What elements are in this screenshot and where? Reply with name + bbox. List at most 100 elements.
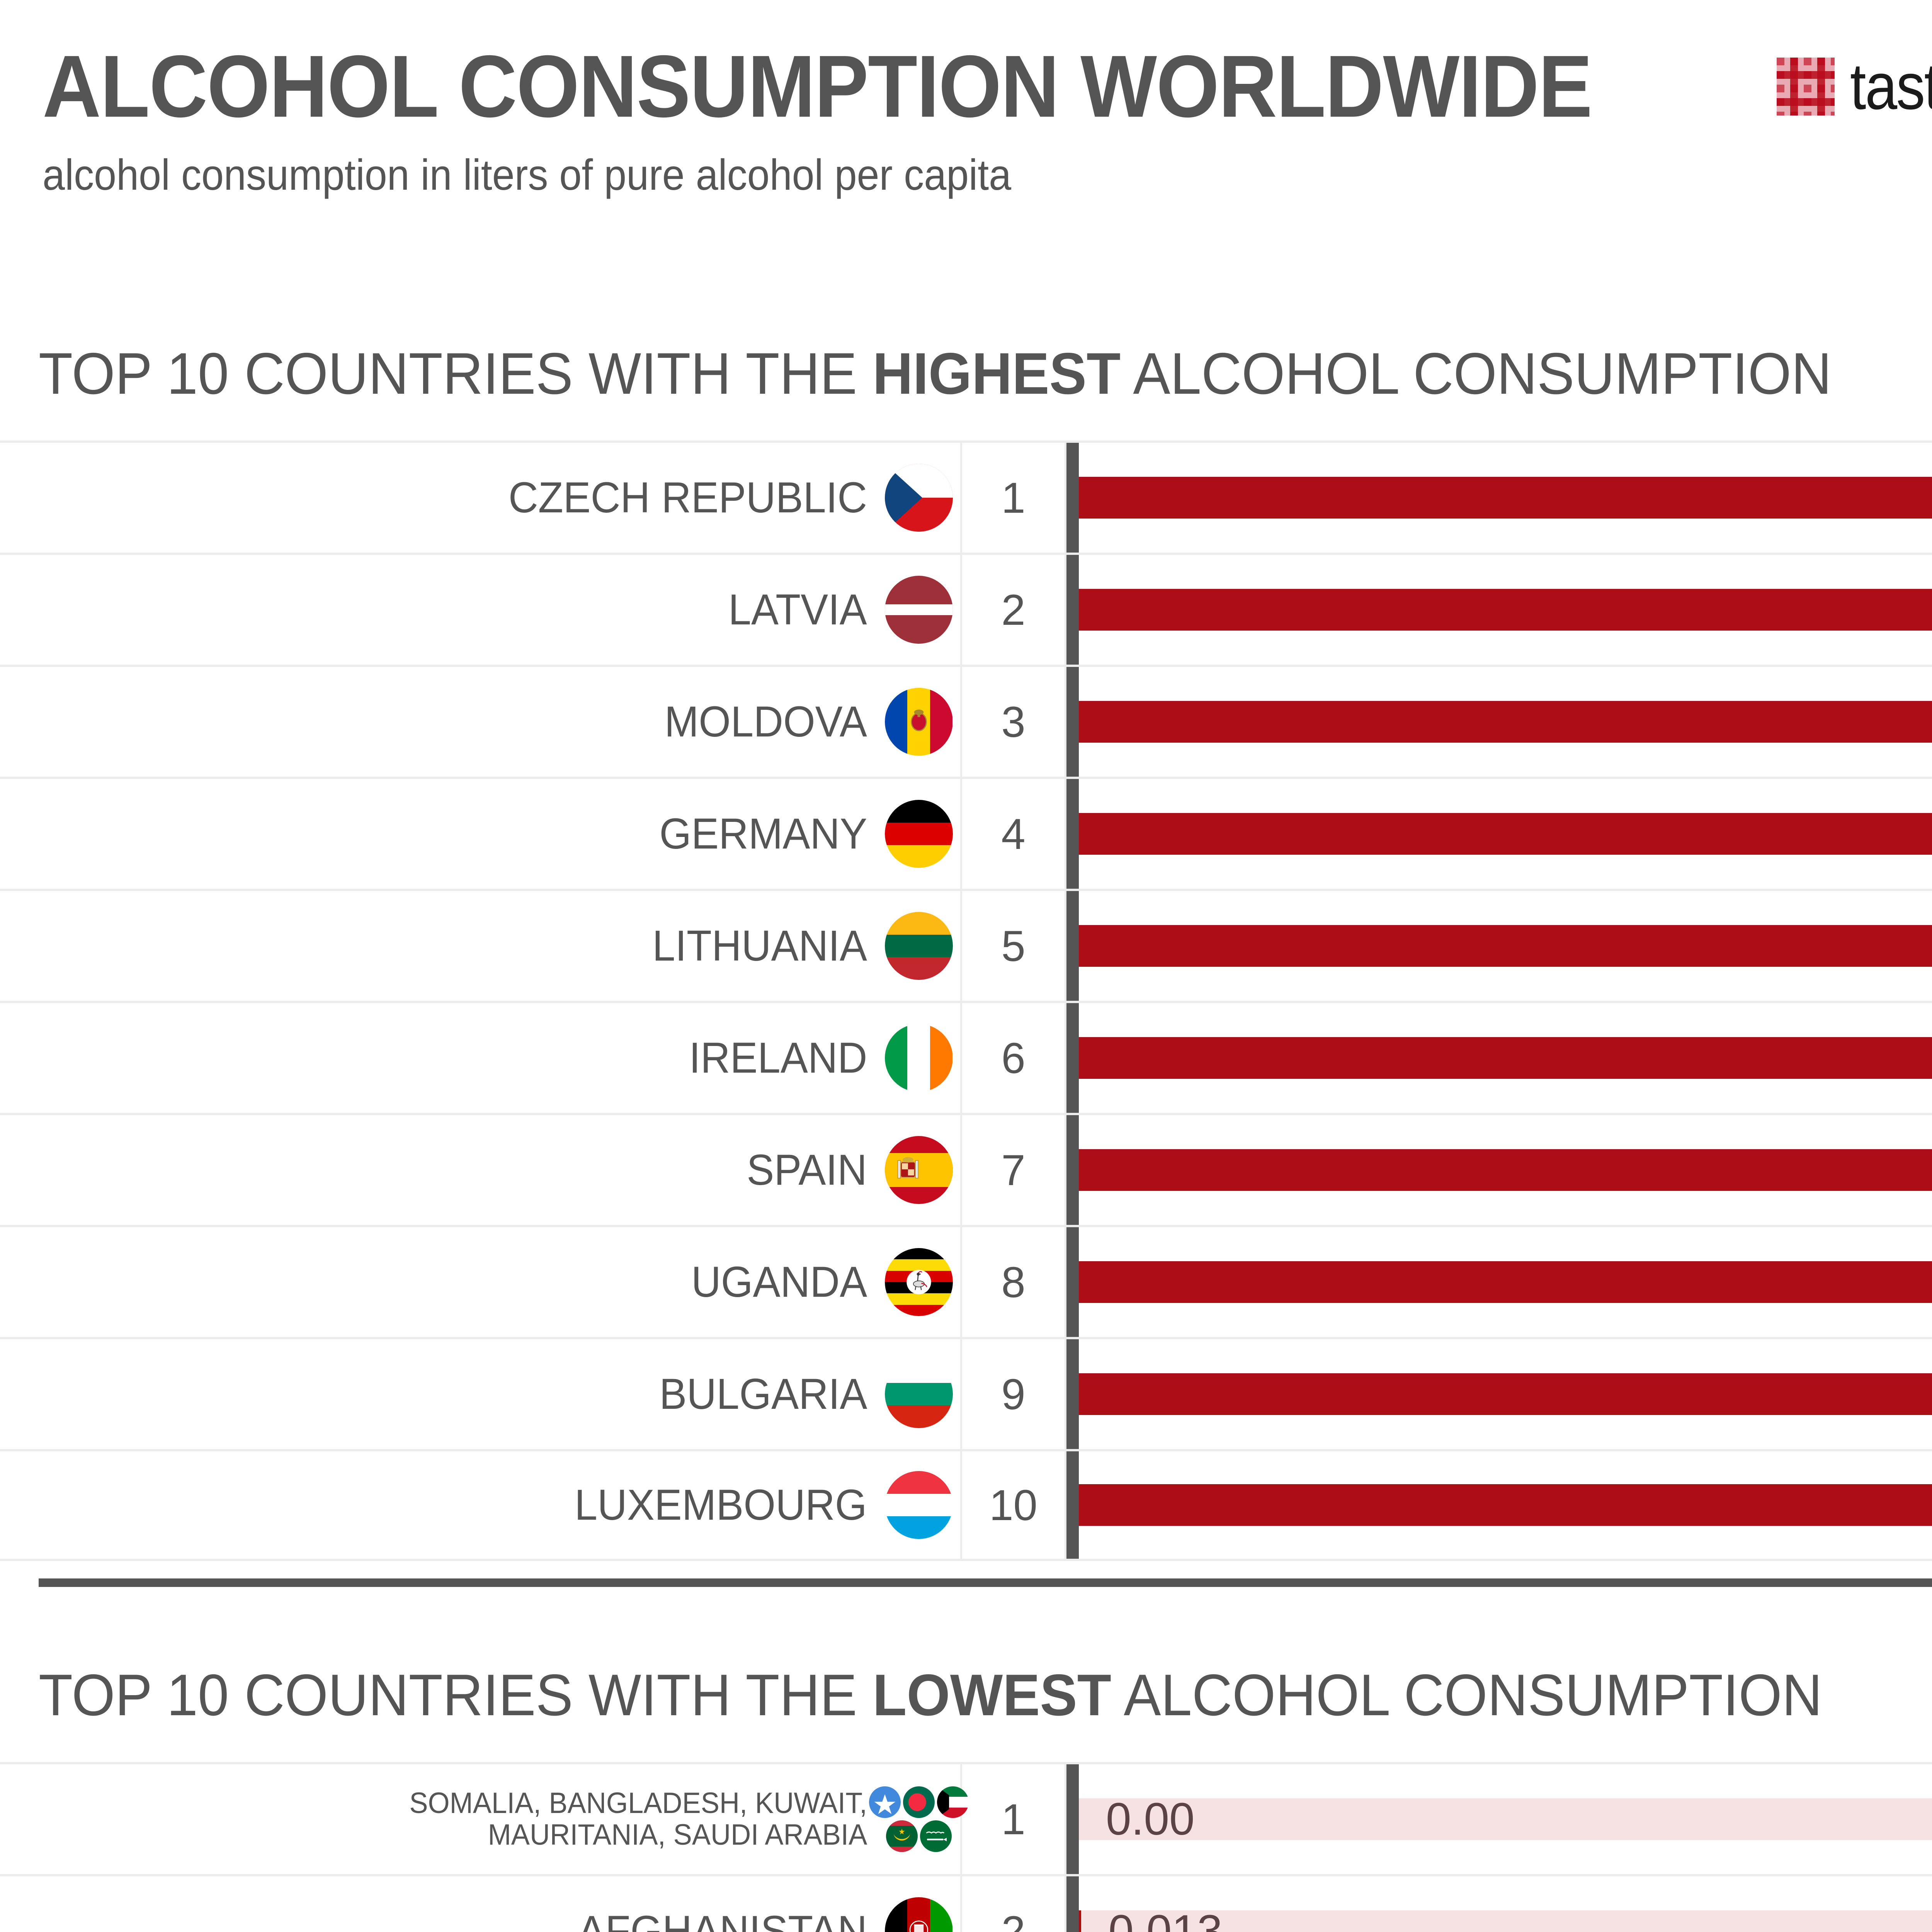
bar-cell: 12.48	[1066, 1227, 1932, 1337]
bar-track	[1079, 1798, 1932, 1840]
country-name: LATVIA	[728, 585, 867, 634]
bar-fill	[1079, 1910, 1082, 1932]
bar-track	[1079, 813, 1932, 855]
bar-track	[1079, 1910, 1932, 1932]
flag-afghanistan-icon	[884, 1897, 953, 1932]
page-subtitle: alcohol consumption in liters of pure al…	[43, 151, 1012, 199]
bar-cell: 0.013	[1066, 1876, 1932, 1932]
rank-cell: 4	[962, 779, 1066, 889]
rank-cell: 8	[962, 1227, 1066, 1337]
bar-track	[1079, 1373, 1932, 1415]
bar-fill	[1079, 1261, 1932, 1303]
table-row: SPAIN 7 12.67	[0, 1113, 1932, 1225]
rank-cell: 9	[962, 1339, 1066, 1449]
y-axis-line	[1066, 1876, 1079, 1932]
country-name-cell: AFGHANISTAN	[0, 1876, 877, 1932]
logo-text-part1: tast	[1850, 50, 1932, 123]
flag-uganda-icon	[884, 1248, 953, 1316]
chart-lowest: SOMALIA, BANGLADESH, KUWAIT, MAURITANIA, …	[0, 1762, 1932, 1932]
bar-track	[1079, 1484, 1932, 1526]
y-axis-line	[1066, 1003, 1079, 1113]
heading-lowest-post: ALCOHOL CONSUMPTION	[1111, 1662, 1823, 1728]
country-name: IRELAND	[689, 1033, 867, 1082]
bar-value-label: 0.00	[1106, 1794, 1195, 1845]
heading-lowest-emphasis: LOWEST	[872, 1662, 1111, 1728]
y-axis-line	[1066, 443, 1079, 553]
country-flag-cell	[877, 443, 962, 553]
country-flag-cell	[877, 667, 962, 777]
flag-saudi-arabia-icon	[920, 1820, 952, 1852]
country-name: UGANDA	[691, 1257, 867, 1306]
gingham-checker-icon	[1777, 58, 1835, 116]
y-axis-line	[1066, 555, 1079, 665]
country-name: MOLDOVA	[664, 697, 867, 746]
y-axis-line	[1066, 891, 1079, 1001]
heading-lowest-pre: TOP 10 COUNTRIES WITH THE	[39, 1662, 873, 1728]
bar-cell: 14.26	[1066, 443, 1932, 553]
table-row: IRELAND 6 12.75	[0, 1001, 1932, 1113]
table-row: MOLDOVA 3 12.85	[0, 665, 1932, 777]
flag-luxembourg-icon	[884, 1471, 953, 1539]
bar-fill	[1079, 1484, 1932, 1526]
flag-group	[869, 1785, 969, 1853]
table-row: AFGHANISTAN 2 0.013	[0, 1874, 1932, 1932]
heading-highest-post: ALCOHOL CONSUMPTION	[1121, 341, 1832, 406]
rank-cell: 10	[962, 1451, 1066, 1559]
bar-track	[1079, 1037, 1932, 1079]
country-name-cell: LUXEMBOURG	[0, 1451, 877, 1559]
title-row: ALCOHOL CONSUMPTION WORLDWIDE	[43, 43, 1932, 131]
flag-germany-icon	[884, 800, 953, 868]
bar-track	[1079, 477, 1932, 519]
flag-latvia-icon	[884, 576, 953, 644]
country-flag-cell	[877, 1227, 962, 1337]
flag-kuwait-icon	[937, 1786, 969, 1818]
country-name: LUXEMBOURG	[575, 1480, 867, 1529]
bar-track	[1079, 925, 1932, 967]
y-axis-line	[1066, 1764, 1079, 1874]
flag-spain-icon	[884, 1136, 953, 1204]
country-name: CZECH REPUBLIC	[508, 473, 867, 522]
country-name-cell: LITHUANIA	[0, 891, 877, 1001]
country-name-cell: LATVIA	[0, 555, 877, 665]
section-heading-highest: TOP 10 COUNTRIES WITH THE HIGHEST ALCOHO…	[39, 340, 1932, 408]
section-heading-lowest: TOP 10 COUNTRIES WITH THE LOWEST ALCOHOL…	[39, 1662, 1932, 1729]
heading-highest-emphasis: HIGHEST	[872, 341, 1121, 406]
country-name: BULGARIA	[659, 1369, 867, 1418]
y-axis-line	[1066, 1339, 1079, 1449]
bar-fill	[1079, 1037, 1932, 1079]
section-divider	[39, 1578, 1932, 1587]
flag-czech-republic-icon	[884, 464, 953, 532]
country-flag-cell	[877, 555, 962, 665]
rank-cell: 1	[962, 443, 1066, 553]
tasteatlas-logo[interactable]: tasteatlas	[1777, 49, 1932, 124]
bar-fill	[1079, 1373, 1932, 1415]
y-axis-line	[1066, 667, 1079, 777]
table-row: BULGARIA 9 12.46	[0, 1337, 1932, 1449]
table-row: SOMALIA, BANGLADESH, KUWAIT, MAURITANIA, …	[0, 1762, 1932, 1874]
table-row: UGANDA 8 12.48	[0, 1225, 1932, 1337]
page-title: ALCOHOL CONSUMPTION WORLDWIDE	[43, 37, 1592, 136]
bar-cell: 0.00	[1066, 1764, 1932, 1874]
country-flag-cell	[877, 1003, 962, 1113]
bar-fill	[1079, 589, 1932, 631]
logo-wordmark: tasteatlas	[1850, 49, 1932, 124]
country-name-cell: SOMALIA, BANGLADESH, KUWAIT, MAURITANIA, …	[0, 1764, 877, 1874]
country-name: SOMALIA, BANGLADESH, KUWAIT, MAURITANIA, …	[409, 1786, 867, 1851]
country-name-cell: UGANDA	[0, 1227, 877, 1337]
country-flag-cell	[877, 891, 962, 1001]
bar-track	[1079, 589, 1932, 631]
bar-cell: 12.79	[1066, 779, 1932, 889]
bar-cell: 12.75	[1066, 1003, 1932, 1113]
y-axis-line	[1066, 779, 1079, 889]
rank-cell: 1	[962, 1764, 1066, 1874]
rank-cell: 3	[962, 667, 1066, 777]
rank-cell: 2	[962, 555, 1066, 665]
country-name-cell: BULGARIA	[0, 1339, 877, 1449]
country-flag-cell	[877, 779, 962, 889]
heading-highest-pre: TOP 10 COUNTRIES WITH THE	[39, 341, 873, 406]
country-flag-cell	[877, 1451, 962, 1559]
flag-moldova-icon	[884, 688, 953, 756]
rank-cell: 5	[962, 891, 1066, 1001]
bar-fill	[1079, 1149, 1932, 1191]
